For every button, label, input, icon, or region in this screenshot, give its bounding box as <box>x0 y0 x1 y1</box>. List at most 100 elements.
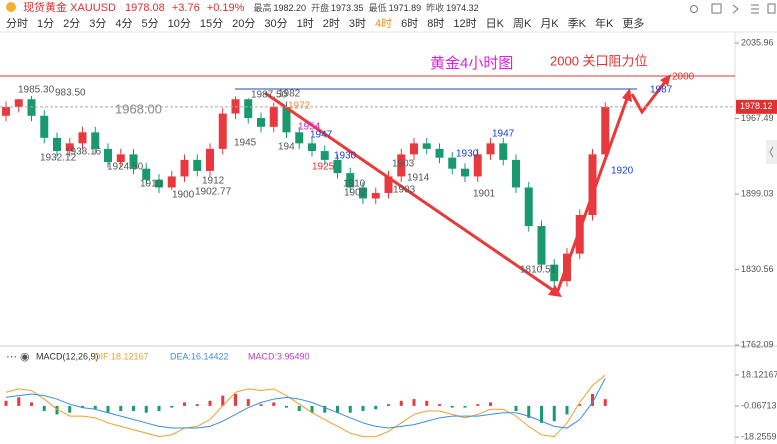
annotation: 1912 <box>202 176 225 187</box>
annotation: 983.50 <box>55 88 86 99</box>
timeframe[interactable]: 日K <box>485 18 504 30</box>
macd-bar <box>603 399 607 406</box>
timeframe[interactable]: 月K <box>540 18 559 30</box>
timeframe[interactable]: 10分 <box>167 18 191 30</box>
stat: 1974.32 <box>446 3 479 13</box>
timeframe[interactable]: 分时 <box>6 18 28 30</box>
timeframe[interactable]: 15分 <box>199 18 224 30</box>
annotation: 1985.30 <box>18 85 55 96</box>
timeframe[interactable]: 5分 <box>141 18 159 30</box>
macd-bar <box>170 405 174 408</box>
macd-bar <box>195 404 199 406</box>
candle-body <box>512 159 520 188</box>
candle-body <box>473 154 482 177</box>
collapse-button[interactable] <box>766 140 777 164</box>
timeframe-bar: 分时 1分 2分 3分 4分 5分 10分 15分 20分 30分 1时 2时 3时 4时 6时 8时 12时日… <box>0 16 647 32</box>
arrows <box>264 77 670 295</box>
candle-body <box>384 176 393 193</box>
macd-bar <box>476 404 480 406</box>
annotation: 1987 <box>650 85 673 96</box>
candle-body <box>448 157 457 169</box>
timeframe[interactable]: 20分 <box>232 18 256 30</box>
candle-body <box>2 106 10 116</box>
candle-body <box>371 192 380 199</box>
header: 现货黄金 XAUUSD 1978.08 +3.76 +0.19% 最高 1982.… <box>0 0 777 17</box>
macd-bar <box>527 405 531 418</box>
macd-bar <box>68 405 72 413</box>
candle-body <box>244 99 253 118</box>
annotation: 2000 关口阻力位 <box>550 53 648 68</box>
macd-bar <box>119 405 123 412</box>
timeframe[interactable]: 季K <box>567 18 586 30</box>
timeframe[interactable]: 2时 <box>322 18 340 30</box>
timeframe[interactable]: 4分 <box>115 18 133 30</box>
macd-bar <box>272 402 276 406</box>
timeframe[interactable]: 4时 <box>375 18 393 30</box>
timeframe[interactable]: 年K <box>595 18 614 30</box>
timeframe[interactable]: 8时 <box>427 18 445 30</box>
timeframe[interactable]: 12时 <box>453 18 477 30</box>
annotation: 1910 <box>343 179 366 190</box>
timeframe[interactable]: 3分 <box>89 18 107 30</box>
candle-body <box>78 132 87 144</box>
macd-bar <box>514 405 518 412</box>
annotation: 1954 <box>298 122 321 133</box>
timeframe[interactable]: 1分 <box>37 18 55 30</box>
timeframe[interactable]: 1时 <box>296 18 314 30</box>
candle-body <box>397 154 406 177</box>
macd-bar <box>157 405 161 412</box>
candle-body <box>320 151 329 160</box>
gold-icon <box>6 2 16 12</box>
timeframe[interactable]: 2分 <box>63 18 81 30</box>
candle-body <box>218 113 227 149</box>
macd-bar <box>17 397 21 406</box>
macd-bar <box>399 400 403 406</box>
y-tick-label: 1967.49 <box>741 113 774 123</box>
macd-bar <box>55 405 59 415</box>
stat: 最低 <box>368 3 387 13</box>
macd-icons: ⋯ ◉ <box>6 351 30 363</box>
annotation: 黄金4小时图 <box>430 55 513 72</box>
annotation: 1945 <box>234 138 257 149</box>
candle-body <box>601 106 610 155</box>
annotation: 1930 <box>334 151 357 162</box>
macd-bar <box>208 400 212 406</box>
annotation: 1810.51 <box>520 265 557 276</box>
y-tick-label: 1830.56 <box>741 264 774 274</box>
annotation: 1903 <box>393 185 416 196</box>
macd-bar <box>285 405 288 408</box>
timeframe[interactable]: 30分 <box>264 18 288 30</box>
timeframe[interactable]: 周K <box>512 18 532 30</box>
current-price-box <box>736 99 777 114</box>
macd-bar <box>412 399 416 406</box>
macd-bar <box>106 405 110 413</box>
annotation: 1982 <box>278 89 301 100</box>
y-tick-label: 18.12167 <box>741 369 777 379</box>
candle-body <box>193 159 202 171</box>
change-pct: +0.19% <box>206 2 245 14</box>
stat: 1971.89 <box>388 3 422 13</box>
timeframe[interactable]: 6时 <box>401 18 419 30</box>
macd-bar <box>578 404 582 406</box>
macd-bar <box>183 402 186 406</box>
macd-bar <box>132 405 135 412</box>
macd-label: DIF:18.12167 <box>94 351 149 361</box>
stat: 昨收 <box>426 3 445 13</box>
candle-body <box>180 159 189 177</box>
timeframe[interactable]: 更多 <box>622 18 645 30</box>
macd-bar <box>374 405 378 410</box>
candle-body <box>269 106 278 127</box>
macd-bar <box>144 405 148 413</box>
macd-bar <box>323 405 327 413</box>
candle-body <box>206 148 214 171</box>
candle-body <box>295 132 304 144</box>
candle-body <box>282 106 291 133</box>
timeframe[interactable]: 3时 <box>348 18 366 30</box>
macd-bar <box>425 400 429 406</box>
annotation: 1930 <box>456 149 479 160</box>
candle-body <box>65 143 74 152</box>
candle-body <box>308 143 316 152</box>
annotation: 194 <box>278 142 295 153</box>
